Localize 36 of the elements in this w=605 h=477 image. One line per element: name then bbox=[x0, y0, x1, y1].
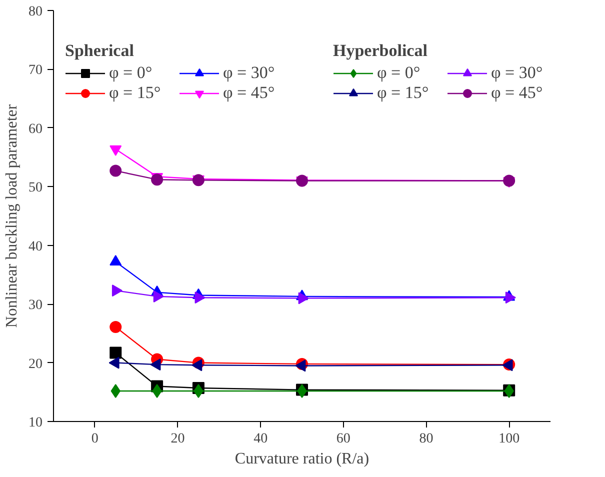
x-axis-title: Curvature ratio (R/a) bbox=[234, 450, 370, 468]
x-tick-label: 40 bbox=[254, 432, 268, 446]
legend-label: φ = 30° bbox=[491, 63, 544, 83]
point bbox=[503, 174, 516, 187]
y-tick-label: 70 bbox=[28, 63, 42, 78]
y-axis-title: Nonlinear buckling load parameter bbox=[4, 104, 20, 328]
y-tick-label: 30 bbox=[28, 298, 42, 314]
point bbox=[112, 284, 122, 297]
y-tick-label: 60 bbox=[28, 122, 42, 137]
point bbox=[298, 292, 309, 304]
point bbox=[153, 290, 164, 302]
legend-label: φ = 0° bbox=[109, 63, 154, 83]
legend-label: φ = 30° bbox=[223, 63, 276, 83]
y-tick-label: 40 bbox=[28, 239, 42, 254]
point bbox=[110, 320, 122, 333]
y-tick-label: 10 bbox=[28, 416, 42, 430]
text: Hyperbolical bbox=[333, 41, 428, 60]
point bbox=[505, 292, 516, 304]
legend-label: φ = 15° bbox=[109, 83, 162, 103]
text: Spherical bbox=[65, 41, 134, 60]
y-tick-label: 50 bbox=[28, 180, 42, 196]
legend-label: φ = 0° bbox=[377, 63, 422, 83]
y-tick-label: 20 bbox=[28, 356, 42, 372]
legend-label: φ = 45° bbox=[223, 83, 276, 103]
legend-label: φ = 15° bbox=[377, 83, 430, 103]
x-tick-label: 80 bbox=[419, 432, 434, 446]
legend-label: φ = 45° bbox=[491, 83, 544, 103]
point bbox=[194, 292, 206, 304]
x-tick-label: 0 bbox=[91, 432, 98, 446]
x-tick-label: 60 bbox=[336, 432, 350, 446]
x-tick-label: 100 bbox=[498, 432, 520, 446]
point bbox=[110, 145, 122, 156]
x-tick-label: 20 bbox=[170, 432, 185, 446]
y-tick-label: 80 bbox=[28, 4, 42, 20]
point bbox=[110, 346, 122, 359]
point bbox=[110, 164, 122, 177]
